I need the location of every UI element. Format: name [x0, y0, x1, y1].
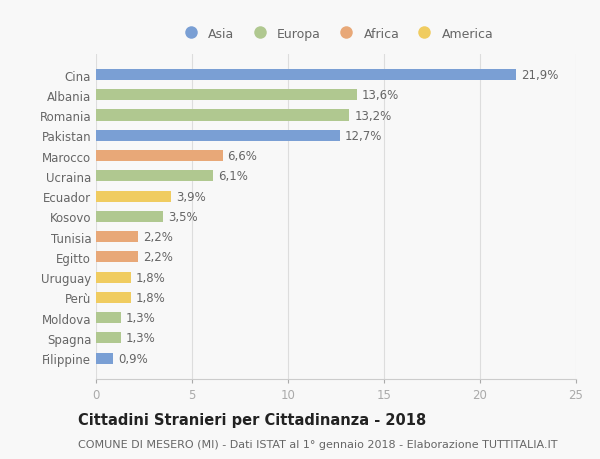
Text: 21,9%: 21,9%	[521, 69, 559, 82]
Text: Cittadini Stranieri per Cittadinanza - 2018: Cittadini Stranieri per Cittadinanza - 2…	[78, 413, 426, 428]
Bar	[96, 353, 113, 364]
Text: 6,1%: 6,1%	[218, 170, 248, 183]
Text: COMUNE DI MESERO (MI) - Dati ISTAT al 1° gennaio 2018 - Elaborazione TUTTITALIA.: COMUNE DI MESERO (MI) - Dati ISTAT al 1°…	[78, 440, 557, 449]
Text: 12,7%: 12,7%	[344, 129, 382, 142]
Bar	[96, 110, 349, 121]
Text: 1,8%: 1,8%	[136, 291, 165, 304]
Text: 1,3%: 1,3%	[126, 332, 155, 345]
Bar	[96, 252, 138, 263]
Text: 1,3%: 1,3%	[126, 312, 155, 325]
Text: 13,6%: 13,6%	[362, 89, 399, 102]
Bar	[96, 130, 340, 141]
Bar	[96, 151, 223, 162]
Bar	[96, 333, 121, 344]
Text: 0,9%: 0,9%	[118, 352, 148, 365]
Legend: Asia, Europa, Africa, America: Asia, Europa, Africa, America	[173, 22, 499, 45]
Bar	[96, 70, 517, 81]
Bar	[96, 211, 163, 223]
Text: 3,9%: 3,9%	[176, 190, 205, 203]
Bar	[96, 171, 213, 182]
Bar	[96, 292, 131, 303]
Bar	[96, 272, 131, 283]
Bar	[96, 191, 171, 202]
Bar	[96, 90, 357, 101]
Bar	[96, 313, 121, 324]
Text: 1,8%: 1,8%	[136, 271, 165, 284]
Text: 6,6%: 6,6%	[227, 150, 257, 162]
Text: 2,2%: 2,2%	[143, 251, 173, 264]
Text: 2,2%: 2,2%	[143, 230, 173, 244]
Text: 3,5%: 3,5%	[168, 210, 197, 224]
Bar	[96, 231, 138, 243]
Text: 13,2%: 13,2%	[354, 109, 391, 122]
